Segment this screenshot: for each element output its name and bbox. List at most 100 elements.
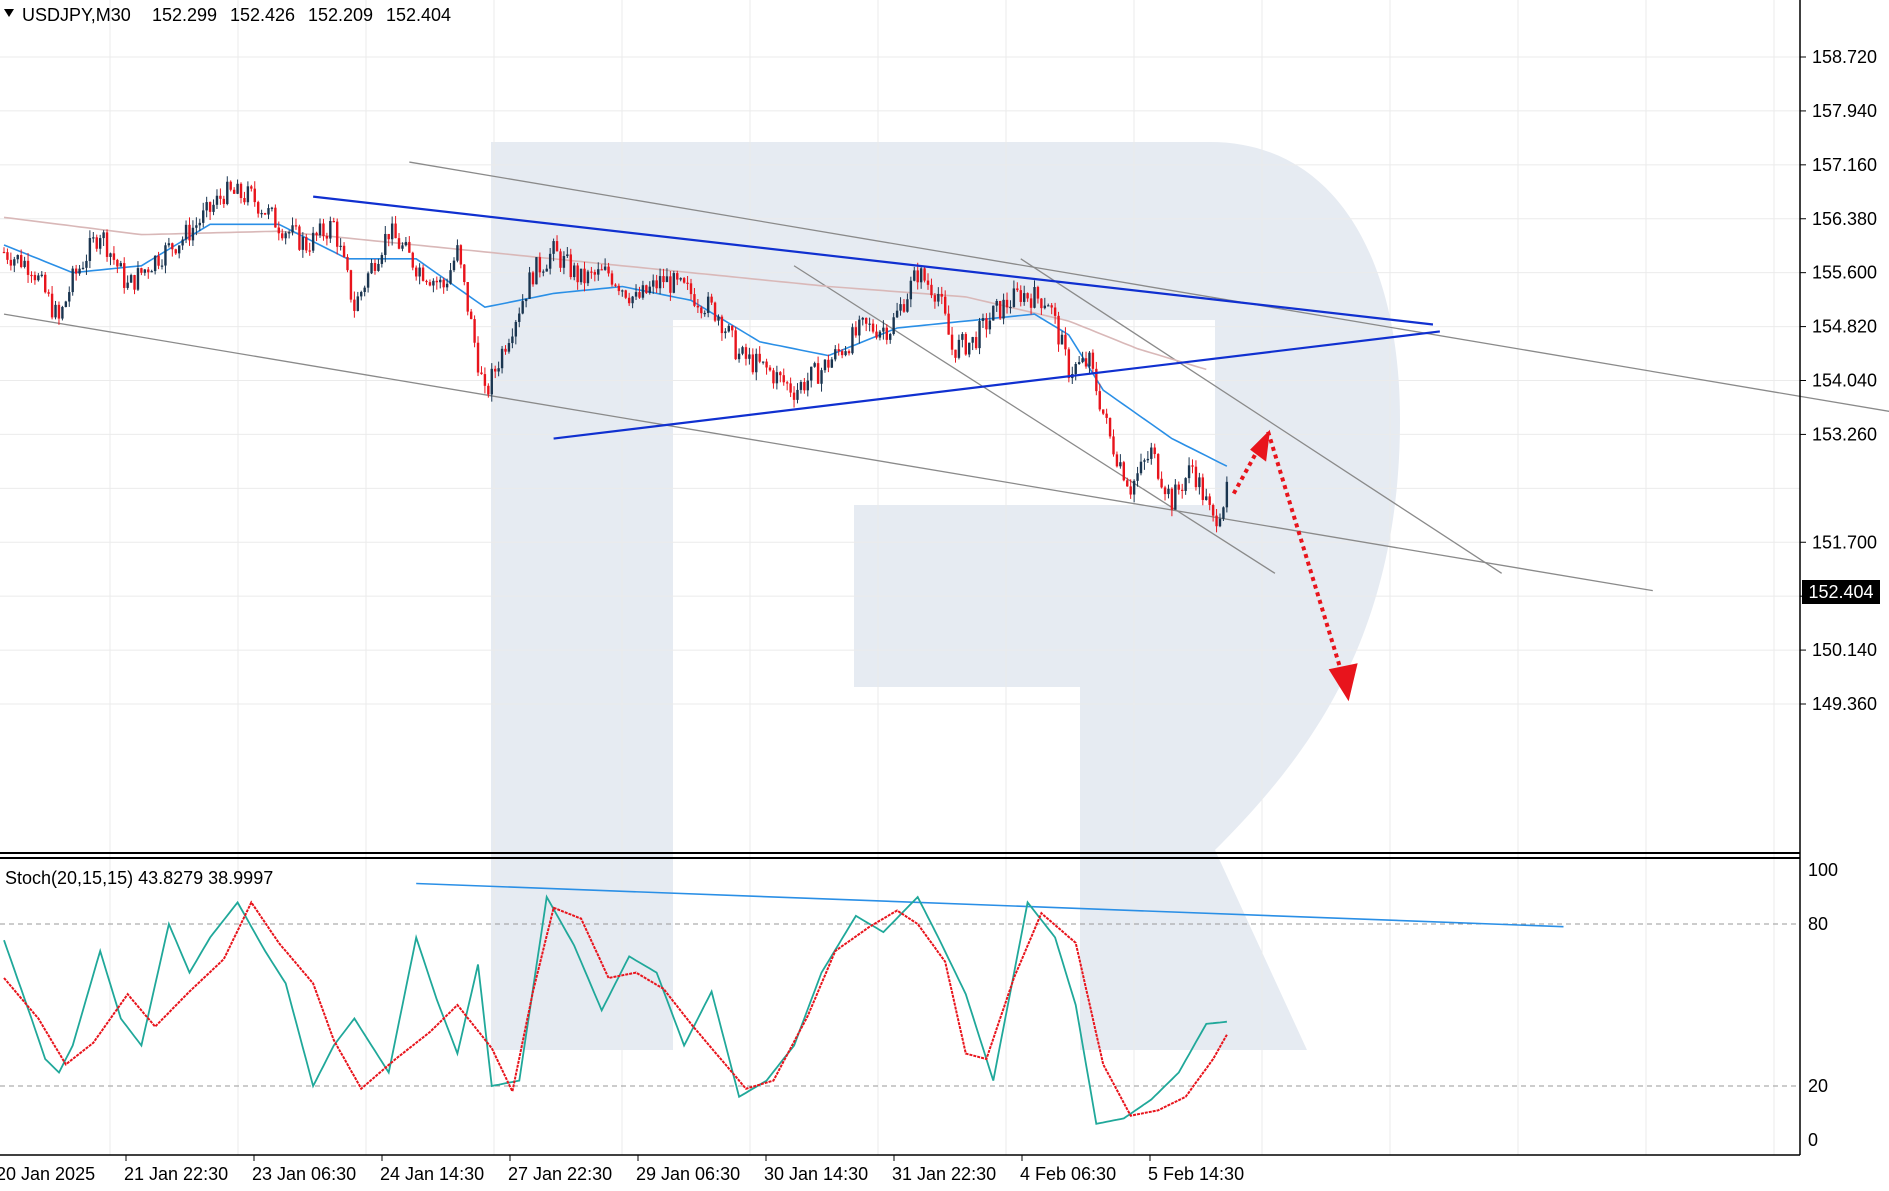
candle-body bbox=[676, 273, 679, 280]
candle-body bbox=[497, 368, 500, 372]
candle-body bbox=[239, 183, 243, 199]
candle-body bbox=[1002, 299, 1005, 319]
candle-body bbox=[1215, 515, 1218, 527]
candle-body bbox=[868, 323, 871, 325]
candle-body bbox=[181, 239, 184, 246]
candle-body bbox=[916, 270, 919, 283]
candle-body bbox=[617, 285, 621, 292]
candle-body bbox=[968, 342, 971, 355]
candle-body bbox=[184, 224, 188, 240]
candle-body bbox=[98, 238, 102, 249]
candle-body bbox=[449, 270, 452, 284]
candle-body bbox=[483, 374, 487, 386]
candle-body bbox=[535, 257, 538, 285]
price-tick-label: 158.720 bbox=[1812, 47, 1877, 67]
candle-body bbox=[71, 268, 74, 293]
candle-body bbox=[576, 265, 579, 283]
candle-body bbox=[418, 267, 421, 277]
candle-body bbox=[1191, 465, 1194, 467]
candle-body bbox=[322, 223, 325, 237]
price-tick-label: 157.940 bbox=[1812, 101, 1877, 121]
candle-body bbox=[1146, 458, 1150, 461]
candle-body bbox=[830, 359, 834, 368]
candle-body bbox=[30, 274, 33, 277]
candle-body bbox=[703, 312, 706, 315]
candle-body bbox=[689, 283, 693, 295]
candle-body bbox=[1108, 417, 1112, 437]
time-tick-label: 21 Jan 22:30 bbox=[124, 1164, 228, 1184]
candle-body bbox=[373, 263, 377, 271]
candle-body bbox=[33, 274, 37, 281]
candle-body bbox=[641, 285, 645, 298]
candle-body bbox=[456, 245, 459, 261]
candle-body bbox=[212, 204, 215, 212]
collapse-triangle-icon[interactable] bbox=[4, 9, 14, 17]
candle-body bbox=[226, 181, 229, 205]
candle-body bbox=[459, 245, 463, 265]
candle-body bbox=[940, 293, 943, 297]
candle-body bbox=[439, 279, 442, 283]
candle-body bbox=[1084, 358, 1088, 367]
candle-body bbox=[1112, 436, 1115, 455]
candle-body bbox=[16, 255, 19, 260]
candle-body bbox=[1184, 478, 1187, 491]
channel-lower-line bbox=[3, 313, 1653, 592]
candle-body bbox=[377, 263, 380, 271]
candle-body bbox=[133, 275, 136, 290]
candle-body bbox=[95, 237, 98, 249]
candle-body bbox=[507, 343, 511, 352]
candle-body bbox=[260, 213, 263, 215]
candle-body bbox=[26, 260, 30, 275]
candle-body bbox=[37, 275, 40, 281]
candle-body bbox=[1022, 293, 1026, 302]
candle-body bbox=[153, 255, 157, 272]
candle-body bbox=[638, 292, 641, 298]
candle-body bbox=[370, 263, 373, 274]
close-value: 152.404 bbox=[386, 5, 451, 25]
candle-body bbox=[1150, 447, 1153, 459]
candle-body bbox=[511, 336, 514, 344]
candle-body bbox=[1098, 391, 1101, 410]
candle-body bbox=[796, 389, 799, 400]
candle-body bbox=[188, 224, 191, 241]
candle-body bbox=[23, 260, 26, 267]
candle-body bbox=[332, 220, 335, 223]
candle-body bbox=[964, 334, 967, 355]
candle-body bbox=[1205, 496, 1208, 500]
candle-body bbox=[1160, 478, 1163, 488]
candle-body bbox=[1163, 487, 1167, 495]
candle-body bbox=[679, 278, 682, 280]
current-price-label: 152.404 bbox=[1808, 582, 1873, 602]
candle-body bbox=[782, 375, 785, 383]
candle-body bbox=[50, 293, 54, 318]
candle-body bbox=[44, 274, 47, 293]
candle-body bbox=[1095, 368, 1098, 392]
candle-body bbox=[208, 202, 212, 212]
candle-body bbox=[947, 313, 950, 335]
candle-body bbox=[586, 271, 590, 284]
candle-body bbox=[411, 252, 414, 268]
candle-body bbox=[518, 313, 521, 322]
candle-body bbox=[621, 290, 624, 292]
candle-body bbox=[765, 361, 768, 368]
candle-body bbox=[78, 268, 81, 274]
candle-body bbox=[634, 292, 638, 297]
candle-body bbox=[700, 307, 703, 314]
candle-body bbox=[1177, 484, 1180, 490]
candle-body bbox=[950, 334, 954, 350]
time-tick-label: 23 Jan 06:30 bbox=[252, 1164, 356, 1184]
candle-body bbox=[480, 372, 483, 375]
candle-body bbox=[349, 270, 353, 300]
candle-body bbox=[476, 342, 480, 373]
candle-body bbox=[937, 293, 940, 302]
stoch-tick-label: 20 bbox=[1808, 1076, 1828, 1096]
candle-body bbox=[731, 325, 734, 331]
candle-body bbox=[425, 280, 428, 283]
stoch-tick-label: 0 bbox=[1808, 1130, 1818, 1150]
candle-body bbox=[943, 296, 947, 314]
candle-body bbox=[1129, 486, 1132, 495]
candle-body bbox=[123, 263, 126, 288]
candle-body bbox=[13, 259, 16, 266]
chart-header: USDJPY,M30 152.299 152.426 152.209 152.4… bbox=[4, 5, 451, 25]
candle-body bbox=[1153, 447, 1156, 455]
